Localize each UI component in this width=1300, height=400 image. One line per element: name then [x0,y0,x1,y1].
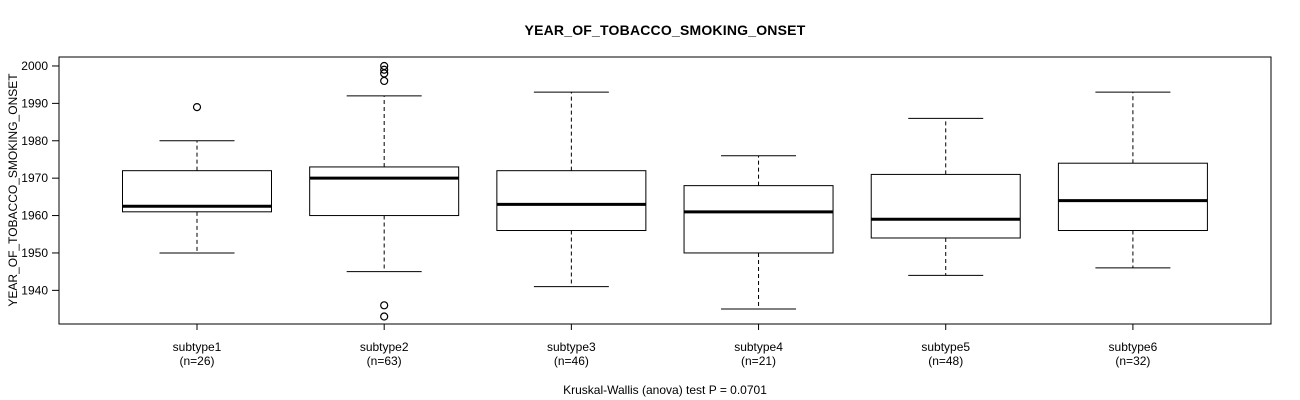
outlier-point [380,301,389,310]
chart-title: YEAR_OF_TOBACCO_SMOKING_ONSET [524,22,806,38]
x-category-label: subtype6 [1109,340,1158,354]
y-axis-title: YEAR_OF_TOBACCO_SMOKING_ONSET [6,73,20,307]
x-category-sublabel: (n=21) [741,354,776,368]
iqr-box [683,185,834,254]
outlier-point [380,65,389,74]
plot-border [58,56,1272,325]
x-category-sublabel: (n=26) [179,354,214,368]
y-tick-label: 1940 [21,283,48,297]
x-category-label: subtype5 [921,340,970,354]
outlier-point [380,76,389,86]
stat-test-caption: Kruskal-Wallis (anova) test P = 0.0701 [563,383,767,397]
x-category-label: subtype3 [547,340,596,354]
iqr-box [309,166,460,217]
iqr-box [1057,162,1208,232]
y-tick-label: 1960 [21,209,48,223]
x-category-sublabel: (n=63) [367,354,402,368]
x-category-label: subtype2 [360,340,409,354]
y-tick-label: 1980 [21,134,48,148]
iqr-box [870,173,1021,239]
x-category-sublabel: (n=32) [1115,354,1150,368]
outlier-point [192,103,202,112]
outlier-point [380,312,389,321]
x-category-label: subtype1 [173,340,222,354]
iqr-box [496,170,647,232]
y-tick-label: 2000 [21,59,48,73]
y-tick-label: 1950 [21,246,48,260]
y-tick-label: 1990 [21,96,48,110]
x-category-label: subtype4 [734,340,783,354]
x-category-sublabel: (n=46) [554,354,589,368]
y-tick-label: 1970 [21,171,48,185]
x-category-sublabel: (n=48) [928,354,963,368]
